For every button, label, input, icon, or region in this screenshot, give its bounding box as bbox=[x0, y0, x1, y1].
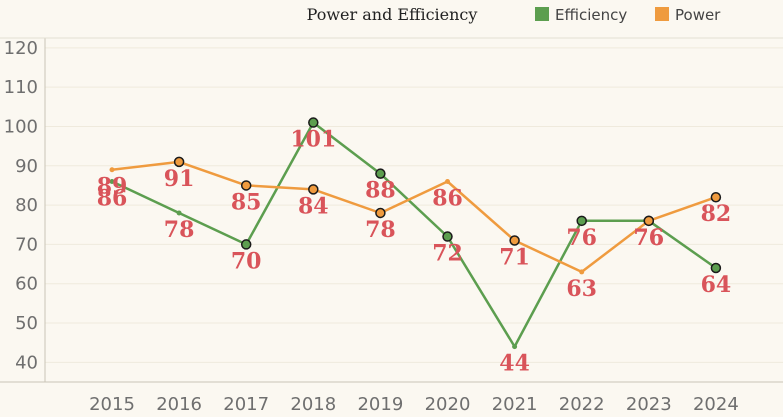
y-tick-label: 70 bbox=[15, 234, 38, 255]
legend-item-power[interactable]: Power bbox=[655, 6, 721, 24]
data-label-efficiency: 88 bbox=[365, 178, 396, 204]
y-tick-label: 50 bbox=[15, 313, 38, 334]
line-efficiency bbox=[111, 121, 717, 348]
legend: Efficiency Power bbox=[535, 6, 721, 24]
point-power[interactable] bbox=[173, 156, 185, 168]
data-label-power: 82 bbox=[701, 201, 732, 227]
data-label-power: 91 bbox=[164, 166, 195, 192]
x-tick-label: 2018 bbox=[290, 394, 336, 415]
legend-swatch-efficiency bbox=[535, 7, 549, 21]
point-efficiency[interactable] bbox=[240, 239, 252, 250]
legend-swatch-power bbox=[655, 7, 669, 21]
data-label-efficiency: 64 bbox=[701, 272, 732, 298]
data-label-efficiency: 101 bbox=[290, 127, 336, 153]
point-efficiency[interactable] bbox=[576, 215, 587, 227]
line-power bbox=[111, 160, 717, 274]
x-tick-labels: 2015 2016 2017 2018 2019 2020 2021 2022 2023 2024 bbox=[89, 394, 739, 415]
point-power[interactable] bbox=[240, 180, 252, 191]
y-tick-label: 90 bbox=[15, 156, 38, 177]
x-tick-label: 2017 bbox=[223, 394, 269, 415]
x-tick-label: 2021 bbox=[492, 394, 538, 415]
data-label-power: 63 bbox=[566, 276, 597, 302]
legend-label-efficiency: Efficiency bbox=[555, 6, 627, 24]
point-efficiency[interactable] bbox=[512, 344, 518, 350]
point-efficiency[interactable] bbox=[176, 210, 182, 216]
series-lines bbox=[111, 121, 717, 348]
y-tick-label: 100 bbox=[4, 116, 38, 137]
data-label-power: 76 bbox=[633, 225, 664, 251]
legend-item-efficiency[interactable]: Efficiency bbox=[535, 6, 627, 24]
y-tick-label: 110 bbox=[4, 77, 38, 98]
axes bbox=[0, 37, 783, 383]
point-efficiency[interactable] bbox=[375, 168, 386, 179]
point-power[interactable] bbox=[109, 167, 115, 173]
point-power[interactable] bbox=[445, 179, 450, 185]
point-power[interactable] bbox=[509, 235, 520, 246]
y-tick-label: 80 bbox=[15, 195, 38, 216]
legend-label-power: Power bbox=[675, 6, 721, 24]
data-label-power: 86 bbox=[432, 186, 463, 212]
point-power[interactable] bbox=[710, 191, 722, 203]
data-label-power: 84 bbox=[298, 193, 329, 219]
x-tick-label: 2020 bbox=[425, 394, 471, 415]
y-tick-label: 40 bbox=[15, 352, 38, 373]
data-label-power: 71 bbox=[499, 244, 530, 270]
data-label-efficiency: 44 bbox=[499, 351, 530, 377]
y-tick-label: 60 bbox=[15, 274, 38, 295]
x-tick-label: 2022 bbox=[559, 394, 605, 415]
data-label-power: 89 bbox=[97, 174, 128, 200]
y-tick-label: 120 bbox=[4, 38, 38, 59]
point-power[interactable] bbox=[579, 269, 585, 275]
x-tick-label: 2019 bbox=[357, 394, 403, 415]
data-label-efficiency: 78 bbox=[164, 217, 195, 243]
data-label-efficiency: 70 bbox=[231, 248, 262, 274]
point-power[interactable] bbox=[308, 184, 319, 195]
x-tick-label: 2024 bbox=[693, 394, 739, 415]
data-label-efficiency: 72 bbox=[432, 241, 463, 267]
data-label-power: 85 bbox=[231, 189, 262, 215]
x-tick-label: 2016 bbox=[156, 394, 202, 415]
point-efficiency[interactable] bbox=[442, 231, 453, 242]
point-power[interactable] bbox=[375, 207, 386, 219]
point-efficiency[interactable] bbox=[109, 179, 115, 185]
x-tick-label: 2015 bbox=[89, 394, 135, 415]
point-power[interactable] bbox=[643, 215, 655, 227]
point-efficiency[interactable] bbox=[308, 117, 319, 128]
data-label-efficiency: 76 bbox=[566, 225, 597, 251]
data-label-power: 78 bbox=[365, 217, 396, 243]
x-tick-label: 2023 bbox=[626, 394, 672, 415]
chart-title: Power and Efficiency bbox=[307, 5, 478, 24]
data-label-efficiency: 86 bbox=[97, 186, 128, 212]
data-label-efficiency: 76 bbox=[633, 225, 664, 251]
series-markers bbox=[109, 117, 722, 350]
y-tick-labels: 40 50 60 70 80 90 100 110 120 bbox=[4, 38, 38, 373]
point-efficiency[interactable] bbox=[710, 262, 722, 274]
